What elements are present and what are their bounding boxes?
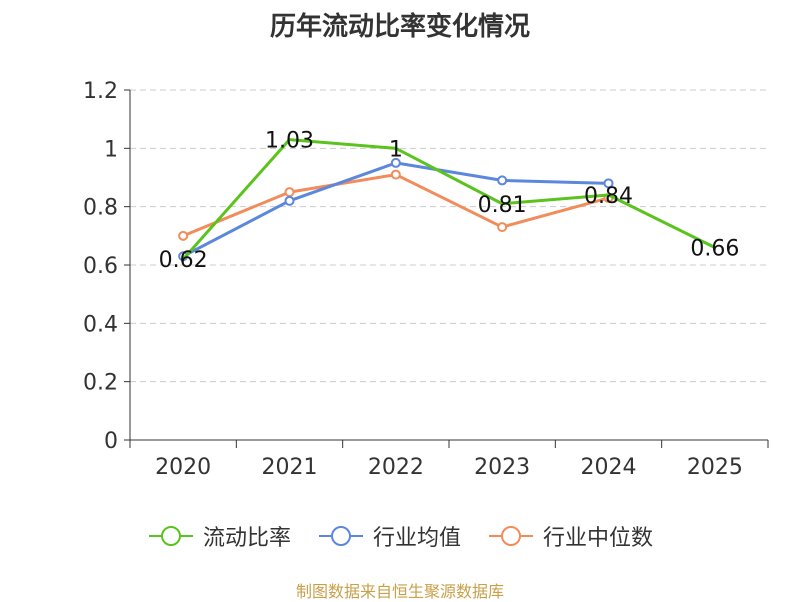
data-point — [390, 157, 401, 168]
y-tick-label: 1 — [104, 137, 118, 162]
data-point — [497, 222, 508, 233]
legend-label: 行业均值 — [372, 526, 461, 551]
series-line — [182, 173, 609, 238]
legend-item-industry-median[interactable]: 行业中位数 — [487, 520, 653, 552]
data-label: 1.03 — [265, 129, 314, 154]
y-tick-label: 0.4 — [83, 312, 118, 337]
legend-line-icon-green — [148, 526, 193, 546]
source-note: 制图数据来自恒生聚源数据库 — [295, 582, 504, 601]
x-tick-label: 2020 — [155, 455, 211, 480]
x-tick-label: 2022 — [368, 455, 424, 480]
y-tick-label: 0.6 — [83, 254, 118, 279]
x-tick-label: 2024 — [581, 455, 637, 480]
legend-line-icon-orange — [489, 526, 533, 546]
data-label: 1 — [389, 137, 403, 162]
legend-item-industry-mean[interactable]: 行业均值 — [317, 520, 461, 552]
x-tick-label: 2025 — [687, 455, 743, 480]
legend-line-icon-blue — [318, 526, 363, 546]
y-tick-label: 0.2 — [83, 371, 118, 396]
x-tick-label: 2021 — [262, 455, 318, 480]
data-point — [603, 178, 614, 189]
y-tick-label: 0.8 — [83, 196, 118, 221]
data-label: 0.81 — [478, 193, 527, 218]
chart-legend: 流动比率 行业均值 行业中位数 — [0, 520, 800, 552]
data-point — [390, 169, 401, 180]
data-label: 0.66 — [690, 237, 739, 262]
chart-title: 历年流动比率变化情况 — [269, 12, 530, 42]
data-point — [284, 187, 295, 198]
data-point — [284, 195, 295, 206]
data-point — [497, 175, 508, 186]
x-tick-label: 2023 — [474, 455, 530, 480]
series-line — [182, 138, 716, 261]
data-point — [178, 230, 189, 241]
legend-label: 行业中位数 — [543, 526, 654, 551]
y-tick-label: 0 — [104, 429, 118, 454]
y-tick-label: 1.2 — [83, 79, 118, 104]
data-label: 0.62 — [159, 248, 208, 273]
legend-label: 流动比率 — [202, 526, 291, 551]
legend-item-current-ratio[interactable]: 流动比率 — [147, 520, 291, 552]
data-label: 0.84 — [584, 184, 633, 209]
